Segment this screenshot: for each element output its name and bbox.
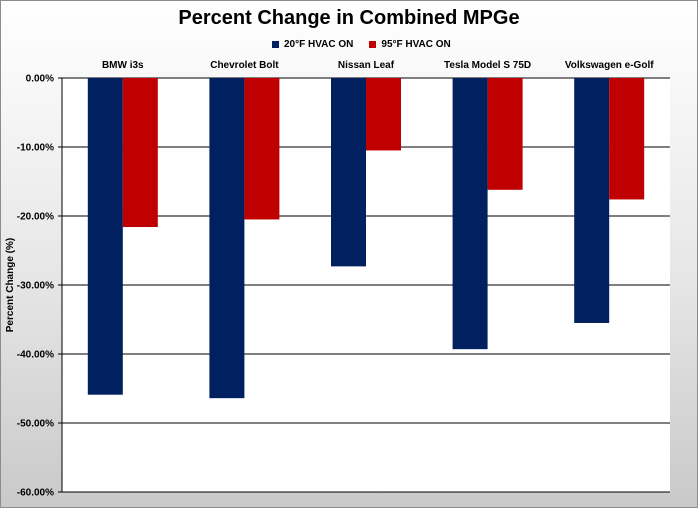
y-tick-label: -10.00% [17,143,54,154]
legend-label-series-1: 20°F HVAC ON [284,38,354,50]
bar-series-2 [366,78,401,151]
chart-legend: 20°F HVAC ON 95°F HVAC ON [272,37,467,51]
y-tick-label: -60.00% [17,488,54,499]
legend-item-series-2: 95°F HVAC ON [369,38,451,50]
y-tick-label: -40.00% [17,350,54,361]
bar-series-1 [87,78,123,395]
category-label: Chevrolet Bolt [210,60,279,71]
bar-series-2 [609,78,645,200]
chart-title: Percent Change in Combined MPGe [178,7,520,29]
bar-series-2 [122,78,158,228]
bar-series-2 [487,78,523,190]
y-tick-label: 0.00% [26,74,54,85]
bar-series-2 [244,78,280,220]
category-label: BMW i3s [102,60,144,71]
category-label: Nissan Leaf [338,60,395,71]
bar-series-1 [209,78,245,399]
category-label: Volkswagen e-Golf [565,60,654,71]
legend-label-series-2: 95°F HVAC ON [381,38,451,50]
legend-swatch-series-1 [272,40,279,48]
y-tick-label: -30.00% [17,281,54,292]
category-label: Tesla Model S 75D [444,60,531,71]
y-tick-label: -50.00% [17,419,54,430]
legend-item-series-1: 20°F HVAC ON [272,39,353,50]
y-tick-label: -20.00% [17,212,54,223]
legend-swatch-series-2 [369,40,377,48]
y-axis-title: Percent Change (%) [5,238,16,332]
bar-series-1 [574,78,610,323]
bar-series-1 [452,78,488,350]
bar-series-1 [331,78,366,267]
